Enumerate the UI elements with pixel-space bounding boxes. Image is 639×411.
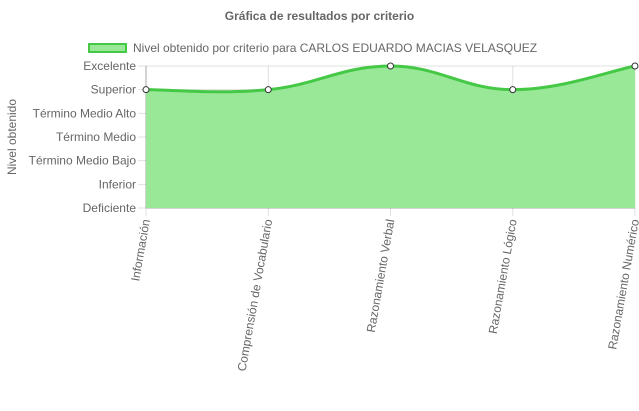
series-fill	[146, 66, 635, 208]
legend-swatch	[88, 43, 127, 53]
data-point[interactable]	[264, 86, 272, 94]
x-tick-label: Comprensión de Vocabulario	[235, 218, 276, 373]
data-points[interactable]	[142, 62, 639, 94]
x-tick-label: Razonamiento Verbal	[364, 218, 398, 333]
y-axis: Deficiente Inferior Término Medio Bajo Térm…	[29, 59, 137, 215]
y-axis-title: Nivel obtenido	[5, 99, 19, 175]
data-point[interactable]	[142, 86, 150, 94]
y-tick-label: Término Medio	[56, 130, 136, 144]
x-axis: Información Comprensión de Vocabulario Raz…	[128, 218, 639, 373]
data-point[interactable]	[509, 86, 517, 94]
x-tick-label: Información	[128, 218, 153, 282]
data-point[interactable]	[387, 62, 394, 70]
y-tick-label: Término Medio Bajo	[29, 154, 137, 168]
y-tick-label: Inferior	[99, 177, 136, 191]
y-tick-label: Superior	[91, 83, 136, 97]
legend-label: Nivel obtenido por criterio para CARLOS …	[133, 41, 538, 55]
y-tick-label: Excelente	[83, 59, 136, 73]
data-point[interactable]	[631, 62, 639, 70]
series-area	[145, 64, 636, 208]
y-tick-label: Término Medio Alto	[33, 106, 137, 120]
x-tick-label: Razonamiento Lógico	[486, 218, 520, 335]
chart-title: Gráfica de resultados por criterio	[224, 9, 415, 23]
x-tick-label: Razonamiento Numérico	[605, 218, 639, 351]
legend[interactable]: Nivel obtenido por criterio para CARLOS …	[88, 41, 537, 55]
y-tick-label: Deficiente	[83, 201, 137, 215]
